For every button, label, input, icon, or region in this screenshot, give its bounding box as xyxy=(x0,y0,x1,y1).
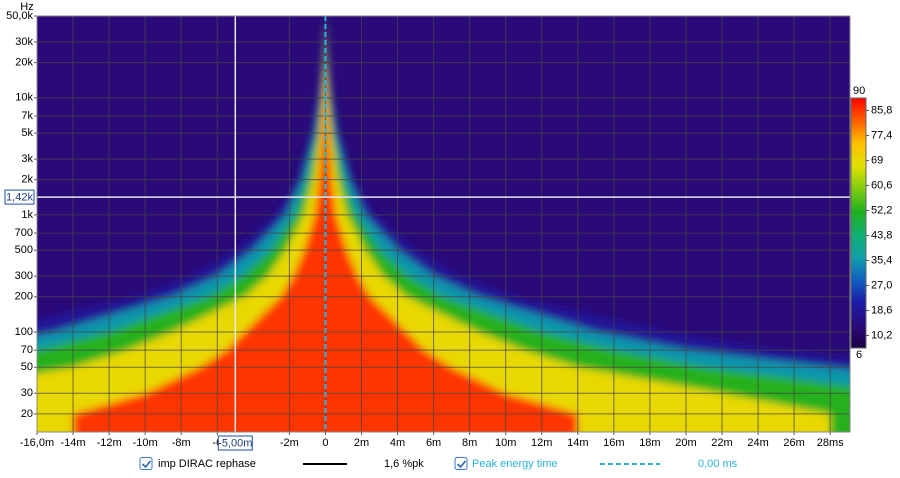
x-tick-label: 24m xyxy=(747,437,768,449)
x-tick-label: -6 xyxy=(212,437,222,449)
x-tick-label: 26m xyxy=(783,437,804,449)
y-tick-label: 30k xyxy=(15,36,33,48)
x-tick-label: 8m xyxy=(462,437,477,449)
x-tick-label: 12m xyxy=(531,437,552,449)
x-tick-label: 14m xyxy=(567,437,588,449)
colorbar-label: 43,8 xyxy=(871,229,892,241)
legend-checkbox[interactable] xyxy=(454,457,468,470)
x-tick-label: 16m xyxy=(603,437,624,449)
y-tick-label: 100 xyxy=(15,326,33,338)
x-tick-label: -12m xyxy=(97,437,122,449)
colorbar-label: 85,8 xyxy=(871,104,892,116)
colorbar-label: 27,0 xyxy=(871,279,892,291)
x-tick-label: 2m xyxy=(354,437,369,449)
y-axis-label: Hz xyxy=(20,1,33,13)
y-tick-label: 70 xyxy=(21,344,33,356)
y-tick-label: 50 xyxy=(21,361,33,373)
cursor-y-label: 1,42k xyxy=(6,192,33,204)
x-tick-label: 0 xyxy=(322,437,328,449)
y-tick-label: 700 xyxy=(15,227,33,239)
legend-label: Peak energy time xyxy=(472,458,558,470)
x-tick-label: -14m xyxy=(61,437,86,449)
y-tick-label: 3k xyxy=(21,153,33,165)
colorbar-label: 60,6 xyxy=(871,179,892,191)
colorbar-label: 52,2 xyxy=(871,204,892,216)
y-tick-label: 500 xyxy=(15,244,33,256)
legend-check xyxy=(456,460,467,469)
legend-value: 1,6 %pk xyxy=(384,458,424,470)
y-tick-label: 20 xyxy=(21,408,33,420)
y-tick-label: 5k xyxy=(21,127,33,139)
colorbar-label: 18,6 xyxy=(871,304,892,316)
colorbar-label: 69 xyxy=(871,154,883,166)
y-tick-label: 7k xyxy=(21,110,33,122)
cursor-y-box xyxy=(4,189,35,205)
colorbar-label: 77,4 xyxy=(871,129,892,141)
x-tick-label: 6m xyxy=(426,437,441,449)
plot-border xyxy=(36,15,851,433)
colorbar xyxy=(850,97,867,349)
y-tick-label: 200 xyxy=(15,291,33,303)
x-tick-label: 20m xyxy=(675,437,696,449)
x-tick-label: 22m xyxy=(711,437,732,449)
x-tick-label: 28ms xyxy=(817,437,844,449)
y-tick-label: 1k xyxy=(21,209,33,221)
y-tick-label: 50,0k xyxy=(6,10,33,22)
legend-label: imp DIRAC rephase xyxy=(158,458,256,470)
x-tick-label: 4m xyxy=(390,437,405,449)
colorbar-label: 35,4 xyxy=(871,254,892,266)
colorbar-label: 6 xyxy=(856,349,862,361)
y-tick-label: 20k xyxy=(15,57,33,69)
x-tick-label: -10m xyxy=(133,437,158,449)
x-tick-label: -2m xyxy=(280,437,299,449)
y-tick-label: 2k xyxy=(21,174,33,186)
y-tick-label: 300 xyxy=(15,270,33,282)
x-tick-label: 10m xyxy=(495,437,516,449)
cursor-x-label: -5,00m xyxy=(218,437,252,449)
legend-check xyxy=(141,460,152,469)
x-tick-label: -16,0m xyxy=(20,437,54,449)
x-tick-label: -8m xyxy=(172,437,191,449)
y-tick-label: 10k xyxy=(15,92,33,104)
x-tick-label: 18m xyxy=(639,437,660,449)
cursor-x-box xyxy=(217,435,253,451)
legend-value: 0,00 ms xyxy=(698,458,738,470)
colorbar-label: 10,2 xyxy=(871,329,892,341)
legend-checkbox[interactable] xyxy=(139,457,153,470)
plot-area xyxy=(37,16,850,432)
colorbar-label: 90 xyxy=(853,85,865,97)
y-tick-label: 30 xyxy=(21,387,33,399)
